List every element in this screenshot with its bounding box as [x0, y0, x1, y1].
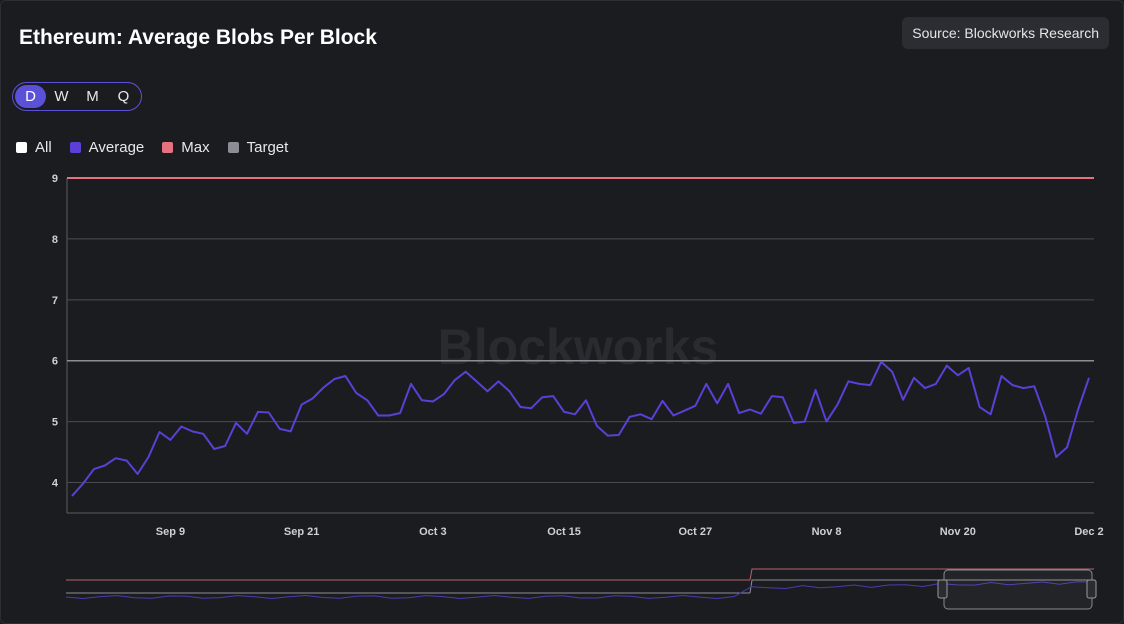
legend-item-max[interactable]: Max: [162, 139, 210, 156]
legend-label-target: Target: [246, 139, 289, 156]
legend-swatch-all: [16, 142, 27, 153]
x-tick-label: Oct 3: [419, 526, 447, 538]
legend-swatch-average: [69, 142, 81, 153]
timeframe-m-button[interactable]: M: [86, 88, 99, 105]
chart-legend: All Average Max Target: [16, 139, 306, 156]
navigator-range-window: [943, 569, 1093, 610]
y-tick-label: 8: [52, 234, 58, 246]
y-tick-label: 4: [52, 478, 59, 490]
x-tick-label: Sep 21: [284, 526, 319, 538]
timeframe-q-button[interactable]: Q: [117, 88, 130, 105]
y-tick-label: 7: [52, 295, 58, 307]
x-tick-label: Sep 9: [156, 526, 185, 538]
legend-label-average: Average: [88, 139, 145, 156]
legend-label-all: All: [35, 139, 52, 156]
legend-swatch-target: [227, 142, 239, 153]
y-tick-label: 6: [52, 356, 58, 368]
legend-item-average[interactable]: Average: [69, 139, 145, 156]
source-badge[interactable]: Source: Blockworks Research: [902, 17, 1109, 49]
timeframe-selector: D W M Q: [12, 82, 142, 111]
navigator-average-line: [65, 581, 1095, 600]
navigator-max-line-step: [749, 568, 1094, 581]
watermark-text: Blockworks: [438, 319, 719, 375]
x-tick-label: Oct 15: [547, 526, 581, 538]
x-tick-label: Dec 2: [1074, 526, 1103, 538]
navigator-target-line-step: [749, 579, 1094, 594]
x-tick-label: Nov 20: [940, 526, 976, 538]
series-line-average: [71, 360, 1090, 497]
legend-label-max: Max: [181, 139, 210, 156]
y-tick-label: 9: [52, 173, 58, 185]
legend-swatch-max: [162, 142, 174, 153]
chart-title: Ethereum: Average Blobs Per Block: [19, 26, 377, 49]
x-tick-label: Nov 8: [812, 526, 842, 538]
y-tick-label: 5: [52, 417, 58, 429]
navigator-right-handle[interactable]: [1086, 579, 1097, 599]
legend-item-all[interactable]: All: [16, 139, 52, 156]
legend-item-target[interactable]: Target: [227, 139, 289, 156]
navigator-left-handle[interactable]: [937, 579, 948, 599]
x-tick-label: Oct 27: [679, 526, 713, 538]
timeframe-d-button[interactable]: D: [15, 85, 46, 108]
timeframe-w-button[interactable]: W: [54, 88, 69, 105]
